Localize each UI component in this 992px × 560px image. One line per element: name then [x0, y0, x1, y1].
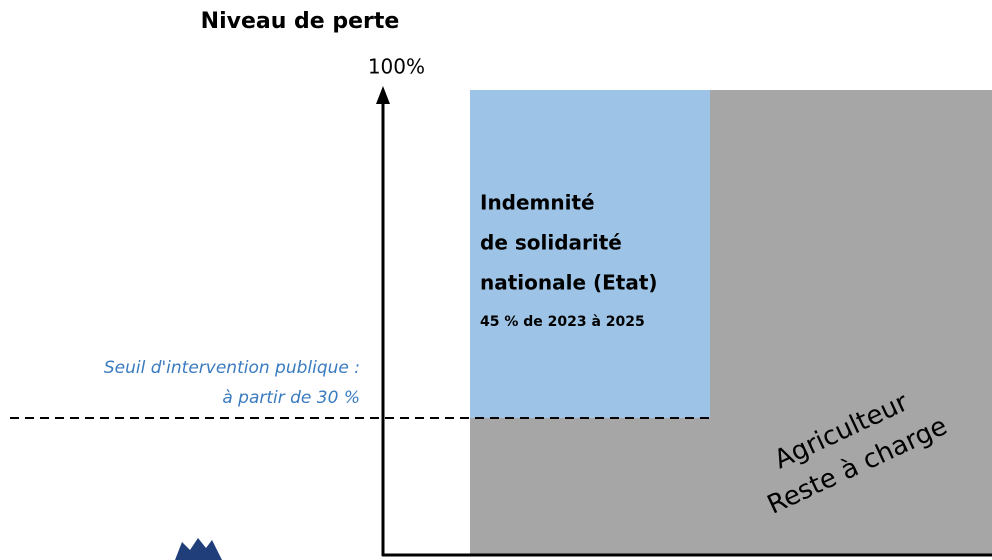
state-note: 45 % de 2023 à 2025: [480, 314, 645, 330]
logo: [175, 538, 222, 560]
state-label: de solidarité: [480, 231, 622, 255]
state-label: Indemnité: [480, 191, 595, 215]
title: Niveau de perte: [201, 9, 400, 34]
state-label: nationale (Etat): [480, 271, 658, 295]
axis-top-label: 100%: [368, 55, 425, 79]
farmer-area-low: [470, 418, 710, 555]
y-axis-arrow: [376, 86, 390, 104]
threshold-label: Seuil d'intervention publique :: [104, 358, 360, 378]
farmer-area: [710, 90, 992, 555]
threshold-label: à partir de 30 %: [222, 388, 360, 408]
state-area: [470, 90, 710, 418]
